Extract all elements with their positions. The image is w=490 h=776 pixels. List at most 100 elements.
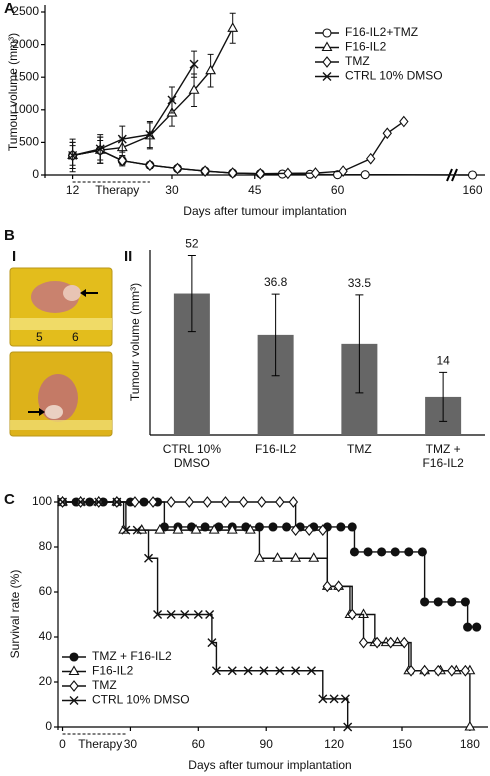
marker	[207, 638, 217, 648]
legend-label: F16-IL2	[345, 40, 387, 54]
marker	[360, 170, 370, 180]
marker	[95, 144, 105, 154]
marker	[58, 497, 68, 507]
legend-marker	[321, 41, 333, 52]
marker	[392, 636, 403, 647]
marker	[256, 496, 267, 508]
marker	[464, 720, 476, 731]
marker	[148, 496, 158, 508]
marker	[132, 525, 142, 535]
marker	[208, 524, 220, 534]
marker	[205, 610, 215, 619]
marker	[382, 127, 392, 140]
marker	[363, 547, 373, 557]
panel-label: B	[4, 227, 15, 244]
x-tick-label: 30	[165, 183, 179, 197]
marker	[404, 547, 414, 557]
x-tick-label: DMSO	[174, 456, 210, 470]
marker	[290, 524, 301, 537]
x-tick-label: 160	[462, 183, 482, 197]
legend-label: TMZ + F16-IL2	[92, 649, 172, 663]
marker	[180, 610, 190, 619]
marker	[463, 622, 473, 632]
x-tick-label: CTRL 10%	[163, 442, 222, 456]
legend-label: CTRL 10% DMSO	[345, 69, 443, 83]
marker	[144, 553, 154, 563]
marker	[172, 524, 184, 534]
marker	[255, 167, 266, 180]
y-tick-label: 1000	[12, 102, 39, 116]
marker	[112, 497, 122, 507]
marker	[200, 522, 210, 532]
marker	[189, 59, 199, 69]
marker	[472, 622, 482, 632]
marker	[467, 170, 478, 180]
marker	[117, 154, 127, 167]
marker	[358, 636, 369, 649]
marker	[227, 22, 239, 32]
marker	[166, 496, 176, 508]
y-tick-label: 60	[39, 584, 53, 598]
y-tick-label: 80	[39, 539, 53, 553]
x-tick-label: 0	[59, 737, 66, 751]
legend-marker	[69, 652, 79, 662]
marker	[238, 496, 249, 508]
marker	[282, 522, 292, 532]
x-axis-label: Days after tumour implantation	[188, 758, 351, 772]
marker	[275, 496, 285, 508]
error-bar	[355, 294, 364, 394]
marker	[272, 552, 283, 562]
marker	[153, 610, 163, 619]
series-line	[72, 63, 195, 157]
ruler-mark: 6	[72, 330, 79, 344]
marker	[372, 636, 382, 649]
error-bar	[187, 254, 196, 333]
marker	[226, 524, 238, 534]
marker	[406, 664, 416, 677]
marker	[433, 597, 443, 607]
marker	[275, 666, 285, 676]
y-tick-label: 0	[45, 719, 52, 733]
marker	[336, 522, 346, 532]
marker	[200, 165, 210, 177]
marker	[338, 165, 348, 177]
y-tick-label: 1500	[12, 69, 39, 83]
marker	[172, 162, 183, 175]
marker	[318, 524, 328, 537]
x-tick-label: 60	[331, 183, 345, 197]
marker	[460, 664, 471, 677]
marker	[340, 694, 350, 704]
series-line	[72, 120, 405, 175]
marker	[244, 524, 256, 534]
marker	[447, 664, 457, 677]
marker	[167, 95, 177, 105]
marker	[130, 496, 140, 508]
x-tick-label: F16-IL2	[422, 456, 464, 470]
y-tick-label: 2000	[12, 37, 39, 51]
marker	[283, 167, 293, 180]
panel-label: C	[4, 491, 15, 508]
therapy-label: Therapy	[78, 737, 122, 751]
marker	[420, 597, 430, 607]
y-tick-label: 40	[39, 629, 53, 643]
marker	[417, 547, 427, 557]
y-tick-label: 500	[19, 135, 39, 149]
marker	[243, 666, 253, 676]
legend-marker	[68, 665, 80, 676]
y-axis-label: Survival rate (%)	[8, 570, 22, 659]
marker	[188, 84, 200, 94]
x-tick-label: 30	[124, 737, 138, 751]
x-tick-label: 45	[248, 183, 262, 197]
marker	[205, 64, 217, 75]
marker	[447, 597, 457, 607]
marker	[385, 636, 396, 649]
y-tick-label: 2500	[12, 4, 39, 18]
marker	[253, 552, 265, 562]
legend-marker	[69, 680, 79, 692]
legend-marker	[322, 56, 332, 68]
value-label: 33.5	[348, 276, 372, 290]
marker	[121, 525, 131, 535]
marker	[211, 666, 221, 676]
marker	[117, 134, 127, 144]
